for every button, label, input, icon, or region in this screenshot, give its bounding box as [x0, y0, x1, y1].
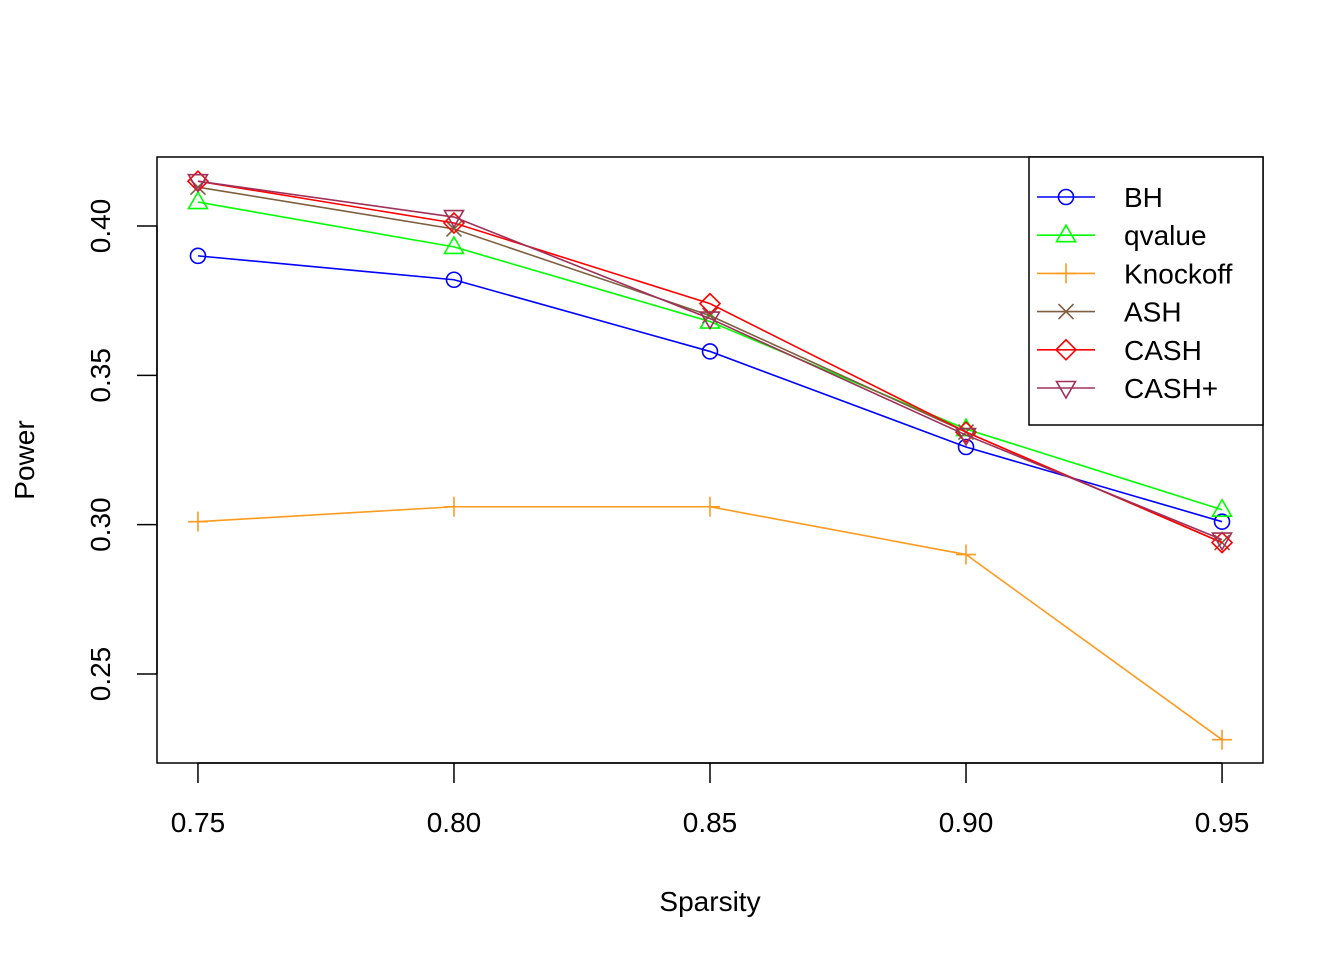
data-point [957, 438, 975, 456]
data-point [1212, 729, 1233, 750]
legend-marker [1057, 188, 1075, 206]
x-axis: 0.75 0.80 0.85 0.90 0.95 [171, 762, 1250, 838]
legend-entry: Knockoff [1037, 258, 1233, 289]
x-tick-label: 0.85 [683, 807, 738, 838]
series-line [197, 255, 1223, 523]
x-axis-label: Sparsity [659, 886, 760, 917]
legend-label: BH [1124, 182, 1163, 213]
data-point [187, 511, 208, 532]
series-line [197, 180, 1223, 544]
data-point [189, 247, 207, 265]
y-tick-label: 0.35 [85, 348, 116, 403]
series-bh [189, 247, 1231, 530]
data-point [443, 209, 465, 229]
data-point [443, 235, 465, 255]
legend: BH qvalue Knockoff ASH CASH CASH+ [1028, 156, 1264, 426]
legend-entry: CASH+ [1037, 373, 1218, 404]
y-tick-label: 0.30 [85, 497, 116, 552]
data-point [187, 190, 209, 210]
legend-label: CASH+ [1124, 373, 1218, 404]
x-tick-label: 0.95 [1195, 807, 1250, 838]
data-point [698, 292, 722, 315]
data-point [956, 544, 977, 565]
data-point [955, 427, 977, 447]
plot-frame [156, 156, 1264, 764]
legend-label: ASH [1124, 297, 1182, 328]
series-layer [186, 170, 1234, 750]
legend-marker [1055, 380, 1077, 400]
legend-marker [1055, 223, 1077, 243]
legend-label: Knockoff [1124, 258, 1233, 289]
series-line [197, 180, 1223, 541]
series-cash-plus [187, 173, 1233, 552]
legend-marker [1056, 263, 1076, 284]
y-tick-label: 0.40 [85, 199, 116, 254]
legend-marker [1054, 338, 1078, 361]
data-point [445, 271, 463, 289]
legend-label: CASH [1124, 335, 1202, 366]
x-tick-label: 0.80 [427, 807, 482, 838]
x-tick-label: 0.75 [171, 807, 226, 838]
data-point [701, 343, 719, 360]
y-tick-label: 0.25 [85, 647, 116, 702]
x-tick-label: 0.90 [939, 807, 994, 838]
data-point [1211, 532, 1233, 552]
series-line [197, 201, 1223, 511]
data-point [699, 311, 721, 331]
data-point [700, 496, 720, 517]
legend-entry: BH [1037, 182, 1163, 213]
legend-entry: CASH [1037, 335, 1202, 366]
legend-label: qvalue [1124, 220, 1207, 251]
data-point [1213, 513, 1231, 530]
legend-entry: ASH [1037, 297, 1182, 328]
legend-marker [1057, 303, 1075, 320]
legend-entry: qvalue [1037, 220, 1207, 251]
data-point [1211, 498, 1233, 518]
data-point [443, 496, 464, 517]
data-point [187, 173, 209, 193]
y-axis-label: Power [9, 420, 40, 499]
legend-box [1028, 156, 1264, 426]
series-knockoff [187, 496, 1233, 750]
